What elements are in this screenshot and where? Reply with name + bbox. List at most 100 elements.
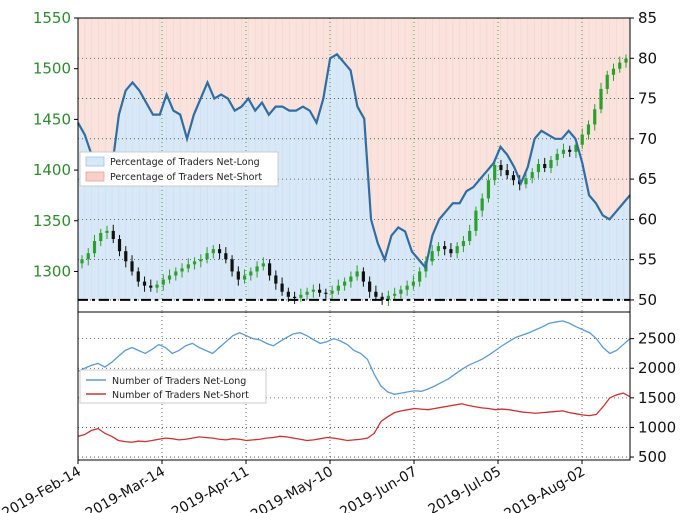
x-tick-label: 2019-Jun-07	[337, 464, 420, 513]
candle-body	[86, 253, 90, 260]
candle-body	[249, 271, 253, 276]
candle-body	[167, 275, 172, 280]
candle-body	[355, 271, 359, 277]
candle-body	[199, 259, 203, 262]
candle-body	[474, 210, 478, 231]
candle-body	[511, 175, 516, 181]
candle-body	[499, 165, 503, 171]
net-short-count-line	[77, 392, 631, 443]
net-long-fill-area	[78, 54, 630, 300]
left-tick-label: 1400	[33, 161, 71, 179]
bottom-right-tick-label: 1000	[638, 418, 676, 436]
candle-body	[142, 281, 147, 286]
bottom-right-tick-label: 2500	[638, 330, 676, 348]
candle-body	[230, 259, 234, 272]
candle-body	[611, 68, 616, 75]
right-tick-label: 60	[638, 210, 657, 228]
candle-body	[505, 170, 509, 176]
candle-body	[468, 230, 472, 242]
candle-body	[399, 289, 403, 294]
candle-body	[80, 259, 84, 264]
top-legend: Percentage of Traders Net-Long Percentag…	[79, 151, 279, 187]
candle-body	[374, 291, 378, 297]
right-tick-label: 85	[638, 9, 657, 27]
candle-body	[186, 264, 190, 269]
left-tick-label: 1450	[33, 110, 71, 128]
candle-body	[574, 144, 578, 152]
x-tick-label: 2019-Feb-14	[0, 464, 84, 513]
candle-body	[217, 249, 222, 254]
candle-body	[411, 281, 416, 286]
candle-body	[324, 292, 328, 294]
legend-net-long-percentage: Percentage of Traders Net-Long	[110, 157, 260, 168]
candle-body	[299, 294, 303, 298]
candle-body	[380, 296, 384, 300]
right-tick-label: 65	[638, 170, 657, 188]
left-tick-label: 1500	[33, 60, 71, 78]
candle-body	[493, 165, 497, 181]
candle-body	[305, 291, 309, 295]
candle-body	[361, 271, 365, 282]
candle-body	[605, 74, 609, 89]
candle-body	[224, 253, 228, 260]
candle-body	[418, 271, 422, 282]
net-short-legend-swatch	[85, 171, 105, 182]
bottom-panel-frame	[77, 311, 631, 461]
candle-body	[368, 281, 372, 292]
net-long-percentage-line	[77, 52, 631, 271]
candle-body	[111, 230, 115, 240]
candle-body	[255, 266, 259, 272]
candle-body	[486, 180, 491, 199]
candle-body	[161, 279, 165, 285]
top-panel: 1550 1500 1450 1400 1350 1300 85 80 75 70 65 60 55 5…	[33, 9, 657, 313]
candle-body	[530, 172, 534, 179]
candle-body	[124, 251, 128, 262]
candle-body	[130, 261, 134, 272]
bottom-right-tick-label: 1500	[638, 389, 676, 407]
x-tick-label: 2019-Aug-02	[502, 464, 588, 513]
candle-body	[568, 149, 572, 152]
candle-body	[105, 230, 109, 233]
candle-body	[136, 271, 140, 282]
candle-body	[274, 275, 278, 284]
candle-body	[449, 249, 453, 254]
candle-body	[393, 293, 397, 296]
x-tick-label: 2019-Apr-11	[169, 464, 252, 513]
candle-body	[330, 290, 334, 294]
candle-body	[480, 198, 484, 211]
right-tick-label: 55	[638, 251, 657, 269]
bottom-legend-box	[79, 369, 267, 404]
candle-body	[624, 58, 628, 63]
candle-body	[311, 289, 315, 292]
candle-body	[99, 232, 103, 242]
right-axis-ticks: 85 80 75 70 65 60 55 50	[630, 9, 657, 309]
candle-body	[586, 124, 591, 135]
candle-body	[192, 261, 197, 265]
candle-body	[155, 284, 159, 288]
bottom-legend: Number of Traders Net-Long Number of Tra…	[79, 369, 267, 404]
candle-body	[430, 251, 434, 262]
candle-body	[443, 246, 447, 250]
candle-body	[211, 249, 215, 254]
candle-body	[242, 275, 247, 280]
candle-body	[92, 241, 97, 254]
right-tick-label: 80	[638, 49, 657, 67]
x-tick-label: 2019-May-10	[248, 464, 336, 513]
candle-body	[455, 246, 459, 254]
candle-body	[593, 109, 597, 125]
left-tick-label: 1300	[33, 262, 71, 280]
net-long-legend-swatch	[85, 156, 105, 167]
net-short-fill-area	[78, 18, 630, 268]
top-legend-box	[79, 151, 279, 187]
candle-body	[524, 178, 528, 185]
right-tick-label: 75	[638, 90, 657, 108]
candle-body	[549, 159, 553, 169]
candle-body	[561, 149, 566, 154]
candle-body	[174, 271, 178, 276]
left-tick-label: 1550	[33, 9, 71, 27]
x-tick-label: 2019-Mar-14	[83, 464, 168, 513]
candle-body	[405, 285, 409, 290]
candle-body	[149, 285, 153, 288]
